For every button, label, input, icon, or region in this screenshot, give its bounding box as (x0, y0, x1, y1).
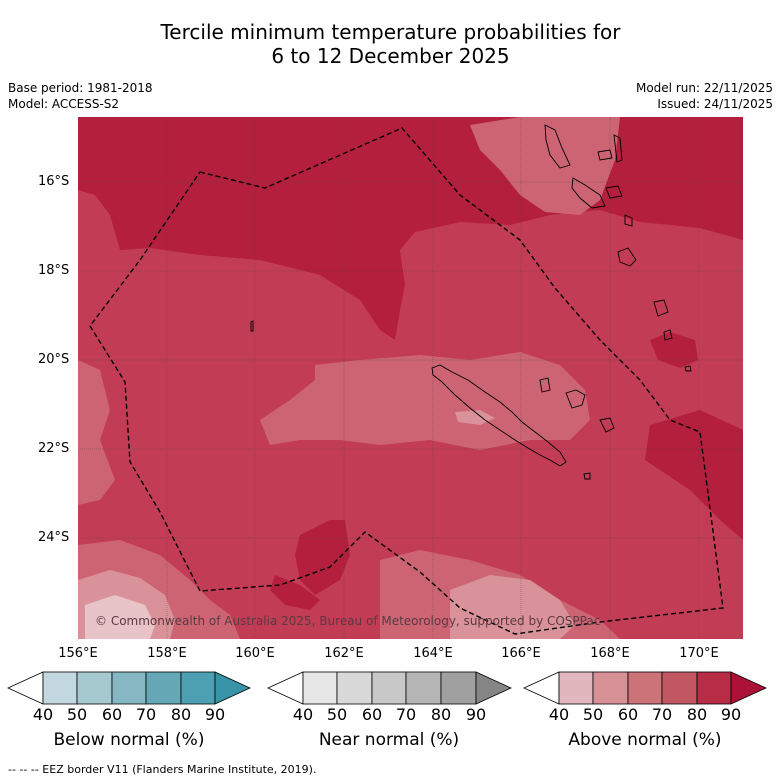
field-50-center (455, 410, 495, 425)
lat-label: 18°S (38, 263, 70, 278)
cbar-near-tick: 90 (465, 705, 487, 724)
field-60-left (78, 360, 115, 505)
islet-outline-4 (583, 472, 591, 480)
vanuatu-outline-3 (597, 149, 613, 161)
cbar-below-seg-2 (76, 671, 113, 705)
lon-label: 158°E (147, 646, 187, 661)
cbar-near-seg-2 (336, 671, 373, 705)
cbar-near-label: Near normal (%) (318, 730, 460, 750)
vanuatu-outline-4 (613, 134, 623, 163)
cbar-below-label: Below normal (%) (53, 730, 205, 750)
lon-label: 166°E (501, 646, 541, 661)
cbar-below-seg-4 (145, 671, 182, 705)
cbar-near-tick: 80 (430, 705, 452, 724)
field-40-bottom-left (85, 595, 155, 639)
title-line-1: Tercile minimum temperature probabilitie… (160, 20, 621, 44)
eez-footnote: -- -- -- EEZ border V11 (Flanders Marine… (8, 763, 317, 776)
cbar-above-seg-2 (592, 671, 629, 705)
gridlines (78, 117, 743, 639)
model-name: Model: ACCESS-S2 (8, 97, 120, 111)
lat-label: 24°S (38, 530, 70, 545)
cbar-above-tick: 80 (686, 705, 708, 724)
cbar-above-tick: 70 (651, 705, 673, 724)
vanuatu-outline-1 (544, 124, 571, 169)
land-outlines (250, 124, 692, 480)
field-50-bottom-mid (450, 575, 575, 639)
cbar-below-tick: 50 (66, 705, 88, 724)
cbar-below-seg-5 (180, 671, 216, 705)
cbar-near-tick: 50 (326, 705, 348, 724)
loyalty-islands-outline-2 (599, 417, 615, 433)
meta-right: Model run: 22/11/2025 Issued: 24/11/2025 (636, 80, 773, 112)
lat-label: 22°S (38, 441, 70, 456)
islet-outline-1 (653, 299, 669, 317)
loyalty-islands-outline-3 (539, 377, 551, 393)
lat-label: 16°S (38, 174, 70, 189)
lat-label: 20°S (38, 352, 70, 367)
cbar-below-tick: 70 (135, 705, 157, 724)
title-line-2: 6 to 12 December 2025 (271, 44, 510, 68)
cbar-below-seg-3 (111, 671, 147, 705)
cbar-near-seg-4 (405, 671, 442, 705)
cbar-near-tick: 70 (395, 705, 417, 724)
cbar-near-high-arrow (475, 671, 512, 705)
field-60-center (260, 352, 590, 450)
cbar-near-tick: 40 (292, 705, 314, 724)
islet-outline-5 (250, 320, 254, 332)
probability-field (78, 117, 743, 639)
cbar-near-low-arrow (267, 671, 304, 705)
base-period: Base period: 1981-2018 (8, 81, 153, 95)
cbar-above-low-arrow (523, 671, 560, 705)
loyalty-islands-outline (565, 389, 586, 409)
cbar-near-tick: 60 (361, 705, 383, 724)
vanuatu-outline-7 (624, 214, 633, 227)
cbar-above-seg-4 (661, 671, 698, 705)
eez-border (89, 127, 724, 635)
colorbar-below (7, 671, 251, 705)
lon-label: 156°E (58, 646, 98, 661)
cbar-below-high-arrow (214, 671, 251, 705)
cbar-above-seg-5 (696, 671, 732, 705)
cbar-above-tick: 50 (582, 705, 604, 724)
lon-label: 162°E (324, 646, 364, 661)
model-run: Model run: 22/11/2025 (635, 81, 773, 95)
cbar-below-tick: 90 (204, 705, 226, 724)
issued-date: Issued: 24/11/2025 (657, 97, 773, 111)
colorbar-near (267, 671, 512, 705)
islet-outline-3 (684, 365, 692, 372)
cbar-below-low-arrow (7, 671, 44, 705)
field-80-patch-1 (295, 520, 350, 595)
cbar-above-seg-3 (627, 671, 663, 705)
field-80-patch-3 (650, 332, 698, 368)
colorbar-above (523, 671, 767, 705)
cbar-below-seg-1 (42, 671, 78, 705)
copyright-text: © Commonwealth of Australia 2025, Bureau… (95, 614, 601, 628)
vanuatu-outline-2 (571, 177, 606, 209)
lon-label: 160°E (235, 646, 275, 661)
cbar-above-tick: 60 (617, 705, 639, 724)
cbar-below-tick: 80 (170, 705, 192, 724)
cbar-above-seg-1 (558, 671, 594, 705)
cbar-below-tick: 40 (32, 705, 54, 724)
cbar-below-tick: 60 (101, 705, 123, 724)
vanuatu-outline-6 (617, 247, 637, 267)
cbar-above-label: Above normal (%) (568, 730, 722, 750)
vanuatu-outline-5 (605, 185, 623, 199)
lon-label: 170°E (679, 646, 719, 661)
cbar-above-tick: 90 (720, 705, 742, 724)
cbar-above-tick: 40 (548, 705, 570, 724)
islet-outline-2 (663, 329, 673, 341)
cbar-above-high-arrow (730, 671, 767, 705)
cbar-near-seg-1 (302, 671, 338, 705)
field-60-top (470, 117, 620, 215)
cbar-near-seg-3 (371, 671, 407, 705)
new-caledonia-outline (431, 364, 567, 467)
cbar-near-seg-5 (440, 671, 477, 705)
meta-left: Base period: 1981-2018 Model: ACCESS-S2 (8, 80, 153, 112)
lon-label: 164°E (413, 646, 453, 661)
lon-label: 168°E (590, 646, 630, 661)
